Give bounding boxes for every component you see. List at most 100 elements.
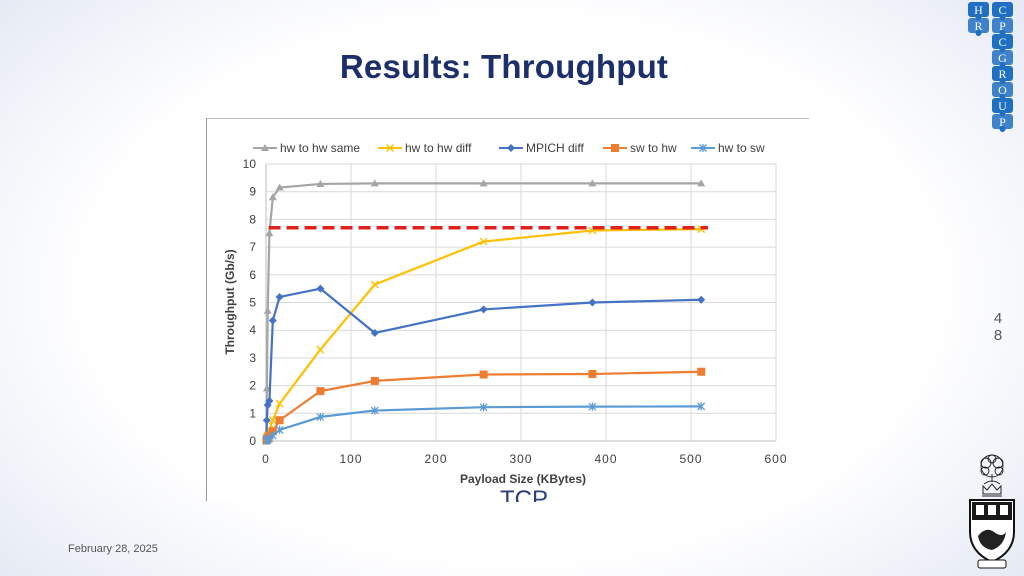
legend-item: MPICH diff (499, 141, 584, 155)
series-hw-to-sw (262, 402, 706, 445)
data-point (697, 179, 706, 187)
puzzle-letter: G (998, 51, 1007, 65)
puzzle-letter: C (998, 35, 1006, 49)
puzzle-piece (968, 2, 989, 17)
puzzle-letter: O (998, 83, 1007, 97)
puzzle-piece (992, 34, 1013, 49)
x-tick-label: 400 (594, 452, 617, 466)
data-point (275, 183, 284, 191)
data-point (316, 387, 325, 396)
data-point (265, 396, 274, 405)
x-tick-label: 100 (339, 452, 362, 466)
data-point (265, 229, 274, 237)
data-point (268, 427, 277, 436)
throughput-chart: 0 1 2 3 4 5 6 7 8 9 10 0 100 200 300 400 500 600 hw to h… (206, 118, 809, 501)
data-point (697, 295, 706, 304)
puzzle-knob (975, 30, 982, 36)
legend-item: hw to hw same (253, 141, 360, 155)
data-point (588, 179, 597, 187)
data-point (268, 316, 277, 325)
legend-label: hw to hw same (280, 141, 360, 155)
puzzle-letter: P (999, 19, 1006, 33)
data-point (275, 416, 284, 425)
x-axis-label: Payload Size (KBytes) (460, 472, 586, 486)
data-point (275, 425, 284, 434)
x-tick-label: 300 (509, 452, 532, 466)
data-point (588, 402, 597, 411)
puzzle-piece (992, 2, 1013, 17)
data-point (370, 406, 379, 415)
y-tick-label: 9 (249, 185, 256, 199)
tree-icon (980, 454, 1004, 485)
x-tick-labels: 0 100 200 300 400 500 600 (262, 452, 787, 466)
data-point (316, 284, 325, 293)
puzzle-piece (992, 18, 1013, 33)
legend-item: hw to sw (691, 141, 765, 155)
tcp-overlay-label: TCP (500, 486, 548, 502)
page-number: 4 8 (988, 310, 1008, 344)
data-point (588, 369, 597, 378)
x-tick-label: 500 (679, 452, 702, 466)
y-axis-label: Throughput (Gb/s) (223, 249, 237, 354)
puzzle-piece (968, 18, 989, 33)
y-tick-label: 8 (249, 212, 256, 226)
data-point (479, 305, 488, 314)
data-point (479, 179, 488, 187)
puzzle-piece (992, 114, 1013, 129)
y-tick-label: 2 (249, 379, 256, 393)
legend-item: sw to hw (603, 141, 677, 155)
data-point (316, 345, 325, 354)
data-point (697, 402, 706, 411)
puzzle-piece (992, 98, 1013, 113)
grid-lines (265, 163, 777, 442)
legend-label: MPICH diff (526, 141, 584, 155)
slide-title: Results: Throughput (339, 48, 669, 85)
x-tick-label: 0 (262, 452, 270, 466)
shield-icon (969, 499, 1015, 569)
puzzle-piece (992, 82, 1013, 97)
data-point (370, 328, 379, 337)
puzzle-letter: U (998, 99, 1007, 113)
footer-date: February 28, 2025 (68, 543, 158, 555)
puzzle-letter: R (998, 67, 1006, 81)
data-point (275, 399, 284, 408)
x-tick-label: 200 (424, 452, 447, 466)
series-line (265, 405, 702, 442)
legend-marker (611, 144, 619, 152)
y-tick-label: 5 (249, 296, 256, 310)
x-tick-label: 600 (764, 452, 787, 466)
data-point (370, 280, 379, 289)
legend-marker (386, 144, 394, 152)
puzzle-piece (992, 50, 1013, 65)
data-point (263, 306, 272, 314)
y-tick-labels: 0 1 2 3 4 5 6 7 8 9 10 (243, 157, 257, 448)
puzzle-letter: C (998, 3, 1006, 17)
data-point (479, 237, 488, 246)
puzzle-letter: R (974, 19, 982, 33)
data-point (479, 403, 488, 412)
university-crest-logo (969, 454, 1015, 569)
legend-marker (507, 144, 515, 152)
series-mpich-diff (262, 284, 706, 444)
data-point (370, 179, 379, 187)
y-tick-label: 10 (243, 157, 257, 171)
legend-marker (261, 144, 269, 151)
puzzle-letter: H (974, 3, 983, 17)
data-point (268, 431, 277, 440)
data-point (316, 179, 325, 187)
data-point (479, 370, 488, 379)
legend-item: hw to hw diff (378, 141, 472, 155)
legend-label: hw to sw (718, 141, 765, 155)
y-tick-label: 6 (249, 268, 256, 282)
y-tick-label: 0 (249, 434, 256, 448)
puzzle-knob (999, 126, 1006, 132)
legend-label: hw to hw diff (405, 141, 472, 155)
data-point (268, 193, 277, 201)
data-point (697, 367, 706, 376)
legend-marker (699, 144, 707, 152)
puzzle-piece (992, 66, 1013, 81)
data-point (275, 292, 284, 301)
crown-icon (982, 483, 1002, 497)
y-tick-label: 3 (249, 351, 256, 365)
